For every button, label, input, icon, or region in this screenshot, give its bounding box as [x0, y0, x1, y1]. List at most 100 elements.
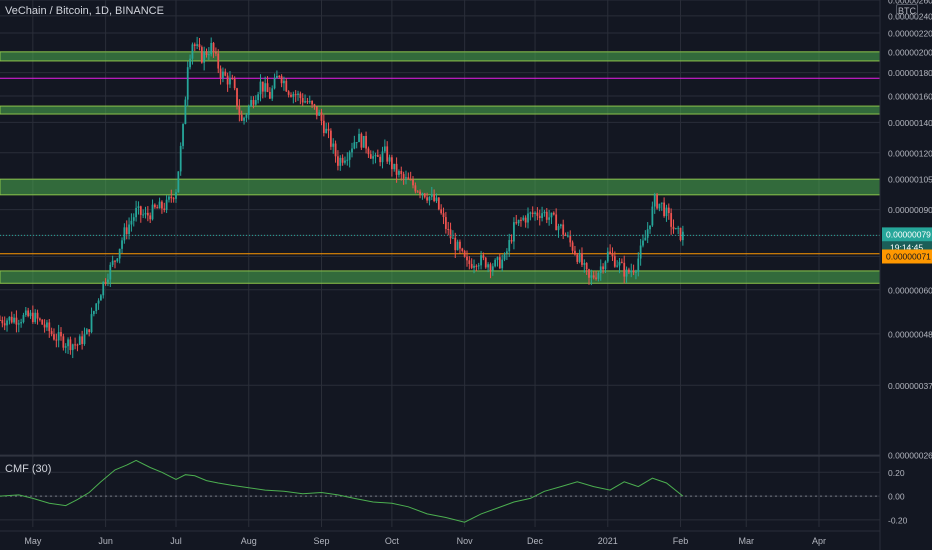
candle-body [611, 253, 614, 257]
candle-body [365, 136, 367, 149]
candle-body [381, 151, 384, 163]
candle-body [158, 201, 161, 209]
candle-body [132, 217, 135, 221]
candle-body [562, 224, 565, 235]
candle-body [71, 344, 74, 351]
candle-body [522, 217, 525, 220]
candle-body [653, 194, 656, 207]
candle-body [38, 318, 41, 320]
candle-body [494, 259, 497, 267]
candle-body [114, 260, 116, 262]
candle-body [463, 250, 466, 257]
y-tick-label: 0.00000048 [888, 329, 932, 339]
candle-body [435, 197, 438, 202]
candle-body [665, 207, 668, 217]
candle-body [100, 295, 102, 301]
candle-body [320, 112, 323, 121]
candle-body [207, 54, 210, 56]
candle-body [625, 269, 628, 277]
candle-body [667, 207, 670, 214]
candle-body [217, 53, 220, 69]
countdown-value: 19:14:45 [890, 242, 923, 252]
currency-badge[interactable]: BTC [896, 4, 918, 19]
candle-body [109, 264, 112, 280]
candle-body [658, 203, 661, 209]
candle-body [271, 88, 274, 99]
candle-body [585, 263, 588, 270]
candle-body [240, 114, 243, 121]
candle-body [367, 148, 370, 155]
candle-body [571, 242, 574, 251]
candle-body [261, 81, 264, 92]
candle-body [88, 329, 91, 333]
candle-body [27, 310, 30, 317]
candle-body [548, 217, 551, 220]
candle-body [287, 91, 290, 95]
candle-body [520, 219, 522, 221]
candle-body [656, 194, 658, 209]
orange-price-value: 0.00000071 [886, 251, 931, 261]
cmf-tick-label: -0.20 [888, 515, 908, 525]
candle-body [313, 104, 316, 107]
candle-body [564, 234, 567, 236]
y-tick-label: 0.00000105 [888, 175, 932, 185]
candle-body [362, 136, 365, 148]
candle-body [555, 214, 558, 231]
candle-body [334, 143, 337, 157]
candle-body [339, 157, 342, 166]
x-tick-label: Oct [385, 536, 400, 546]
y-tick-label: 0.00000140 [888, 118, 932, 128]
candle-body [151, 204, 154, 220]
candle-body [285, 80, 288, 92]
candle-body [175, 192, 177, 199]
candle-body [290, 94, 292, 97]
candle-body [189, 58, 191, 68]
candle-body [628, 269, 630, 273]
candle-body [437, 197, 440, 210]
candle-body [130, 220, 133, 225]
candle-body [421, 193, 424, 195]
candle-body [489, 264, 492, 271]
candle-body [583, 263, 586, 265]
candle-body [524, 217, 527, 223]
candle-body [672, 226, 675, 230]
candle-body [606, 251, 609, 262]
candle-body [165, 199, 168, 210]
y-tick-label: 0.00000037 [888, 381, 932, 391]
candle-body [90, 314, 93, 333]
candle-body [0, 319, 1, 321]
y-tick-label: 0.00000160 [888, 91, 932, 101]
candle-body [55, 339, 58, 341]
y-tick-label: 0.00000260 [888, 0, 932, 6]
candle-body [29, 312, 32, 317]
candle-body [374, 155, 377, 157]
candle-body [250, 99, 252, 107]
x-tick-label: Jul [170, 536, 182, 546]
y-tick-label: 0.00000090 [888, 205, 932, 215]
candle-body [348, 152, 351, 160]
candle-body [229, 78, 231, 85]
candle-body [543, 211, 546, 214]
x-tick-label: May [24, 536, 42, 546]
candle-body [266, 83, 269, 92]
candle-body [496, 257, 499, 260]
candle-body [294, 94, 297, 96]
candle-body [452, 237, 454, 239]
candle-body [172, 198, 175, 200]
candle-body [163, 208, 166, 210]
candle-body [92, 311, 95, 315]
candle-body [64, 346, 67, 348]
candle-body [620, 261, 623, 263]
candle-body [595, 277, 597, 279]
candle-body [304, 101, 306, 103]
candle-body [327, 128, 330, 131]
candle-body [233, 78, 236, 89]
y-tick-label: 0.00000060 [888, 285, 932, 295]
candle-body [156, 207, 159, 209]
candle-body [442, 213, 445, 218]
candle-body [182, 124, 184, 146]
candle-body [128, 224, 130, 235]
candle-body [280, 76, 283, 84]
candle-body [341, 157, 344, 163]
